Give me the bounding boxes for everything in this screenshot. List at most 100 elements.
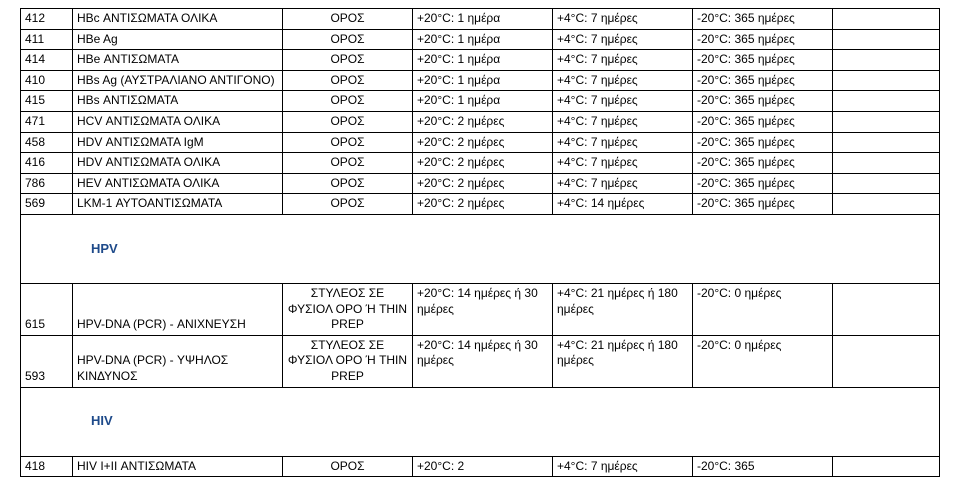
section-title-hiv: HIV [21, 407, 940, 436]
table-row: 569LKM-1 ΑΥΤΟΑΝΤΙΣΩΜΑΤΑΟΡΟΣ+20°C: 2 ημέρ… [21, 194, 940, 215]
cell-specimen: ΟΡΟΣ [283, 456, 413, 477]
cell-specimen: ΟΡΟΣ [283, 111, 413, 132]
cell-code: 569 [21, 194, 73, 215]
cell-c4: +20°C: 2 [413, 456, 553, 477]
cell-c5: +4°C: 7 ημέρες [553, 29, 693, 50]
cell-name: HBs Ag (ΑΥΣΤΡΑΛΙΑΝΟ ΑΝΤΙΓΟΝΟ) [73, 70, 283, 91]
cell-specimen: ΟΡΟΣ [283, 29, 413, 50]
section-spacer [21, 214, 940, 234]
table-row: 593HPV-DNA (PCR) - ΥΨΗΛΟΣ ΚΙΝΔΥΝΟΣΣΤΥΛΕΟ… [21, 335, 940, 387]
cell-code: 458 [21, 132, 73, 153]
cell-c4: +20°C: 1 ημέρα [413, 9, 553, 30]
cell-name: HIV I+II ΑΝΤΙΣΩΜΑΤΑ [73, 456, 283, 477]
cell-name: HDV ΑΝΤΙΣΩΜΑΤΑ IgM [73, 132, 283, 153]
cell-code: 615 [21, 284, 73, 336]
cell-c4: +20°C: 2 ημέρες [413, 153, 553, 174]
table-row: 471HCV ΑΝΤΙΣΩΜΑΤΑ ΟΛΙΚΑΟΡΟΣ+20°C: 2 ημέρ… [21, 111, 940, 132]
cell-c5: +4°C: 7 ημέρες [553, 173, 693, 194]
section-spacer [21, 263, 940, 283]
table-row: 786HEV ΑΝΤΙΣΩΜΑΤΑ ΟΛΙΚΑΟΡΟΣ+20°C: 2 ημέρ… [21, 173, 940, 194]
cell-name: HPV-DNA (PCR) - ΑΝΙΧΝΕΥΣΗ [73, 284, 283, 336]
cell-empty [833, 91, 940, 112]
cell-specimen: ΟΡΟΣ [283, 132, 413, 153]
cell-c4: +20°C: 2 ημέρες [413, 132, 553, 153]
lab-tests-table: 412HBc ΑΝΤΙΣΩΜΑΤΑ ΟΛΙΚΑΟΡΟΣ+20°C: 1 ημέρ… [20, 8, 940, 477]
cell-empty [833, 194, 940, 215]
table-row: 615HPV-DNA (PCR) - ΑΝΙΧΝΕΥΣΗΣΤΥΛΕΟΣ ΣΕ Φ… [21, 284, 940, 336]
cell-c4: +20°C: 14 ημέρες ή 30 ημέρες [413, 335, 553, 387]
cell-c5: +4°C: 21 ημέρες ή 180 ημέρες [553, 284, 693, 336]
cell-c5: +4°C: 7 ημέρες [553, 50, 693, 71]
cell-specimen: ΟΡΟΣ [283, 194, 413, 215]
cell-c6: -20°C: 365 ημέρες [693, 153, 833, 174]
cell-c6: -20°C: 365 ημέρες [693, 91, 833, 112]
cell-c6: -20°C: 365 ημέρες [693, 50, 833, 71]
cell-c4: +20°C: 14 ημέρες ή 30 ημέρες [413, 284, 553, 336]
cell-c6: -20°C: 365 ημέρες [693, 29, 833, 50]
cell-name: HBc ΑΝΤΙΣΩΜΑΤΑ ΟΛΙΚΑ [73, 9, 283, 30]
table-row: 415HBs ΑΝΤΙΣΩΜΑΤΑΟΡΟΣ+20°C: 1 ημέρα+4°C:… [21, 91, 940, 112]
table-row: 418HIV I+II ΑΝΤΙΣΩΜΑΤΑΟΡΟΣ+20°C: 2+4°C: … [21, 456, 940, 477]
cell-c6: -20°C: 365 [693, 456, 833, 477]
cell-empty [833, 153, 940, 174]
cell-code: 593 [21, 335, 73, 387]
table-row: 458HDV ΑΝΤΙΣΩΜΑΤΑ IgMΟΡΟΣ+20°C: 2 ημέρες… [21, 132, 940, 153]
cell-c6: -20°C: 365 ημέρες [693, 194, 833, 215]
cell-c4: +20°C: 1 ημέρα [413, 91, 553, 112]
section-spacer [21, 436, 940, 456]
cell-code: 410 [21, 70, 73, 91]
cell-name: LKM-1 ΑΥΤΟΑΝΤΙΣΩΜΑΤΑ [73, 194, 283, 215]
cell-c5: +4°C: 7 ημέρες [553, 132, 693, 153]
cell-c5: +4°C: 7 ημέρες [553, 111, 693, 132]
cell-specimen: ΟΡΟΣ [283, 50, 413, 71]
table-row: 412HBc ΑΝΤΙΣΩΜΑΤΑ ΟΛΙΚΑΟΡΟΣ+20°C: 1 ημέρ… [21, 9, 940, 30]
cell-code: 416 [21, 153, 73, 174]
cell-specimen: ΟΡΟΣ [283, 91, 413, 112]
cell-code: 418 [21, 456, 73, 477]
cell-empty [833, 284, 940, 336]
cell-c5: +4°C: 21 ημέρες ή 180 ημέρες [553, 335, 693, 387]
cell-empty [833, 50, 940, 71]
cell-c4: +20°C: 1 ημέρα [413, 70, 553, 91]
section-spacer [21, 387, 940, 407]
cell-c5: +4°C: 7 ημέρες [553, 9, 693, 30]
cell-name: HPV-DNA (PCR) - ΥΨΗΛΟΣ ΚΙΝΔΥΝΟΣ [73, 335, 283, 387]
cell-specimen: ΟΡΟΣ [283, 153, 413, 174]
cell-specimen: ΟΡΟΣ [283, 9, 413, 30]
cell-c6: -20°C: 365 ημέρες [693, 70, 833, 91]
cell-empty [833, 111, 940, 132]
cell-c4: +20°C: 1 ημέρα [413, 29, 553, 50]
cell-specimen: ΣΤΥΛΕΟΣ ΣΕ ΦΥΣΙΟΛ ΟΡΟ Ή THIN PREP [283, 284, 413, 336]
table-row: 410HBs Ag (ΑΥΣΤΡΑΛΙΑΝΟ ΑΝΤΙΓΟΝΟ)ΟΡΟΣ+20°… [21, 70, 940, 91]
cell-empty [833, 335, 940, 387]
cell-c5: +4°C: 7 ημέρες [553, 70, 693, 91]
cell-empty [833, 173, 940, 194]
cell-c6: -20°C: 0 ημέρες [693, 284, 833, 336]
cell-c5: +4°C: 7 ημέρες [553, 91, 693, 112]
cell-name: HBs ΑΝΤΙΣΩΜΑΤΑ [73, 91, 283, 112]
cell-c4: +20°C: 2 ημέρες [413, 173, 553, 194]
cell-specimen: ΟΡΟΣ [283, 173, 413, 194]
cell-c5: +4°C: 7 ημέρες [553, 153, 693, 174]
cell-empty [833, 29, 940, 50]
cell-c4: +20°C: 2 ημέρες [413, 111, 553, 132]
cell-c5: +4°C: 14 ημέρες [553, 194, 693, 215]
table-row: 416HDV ΑΝΤΙΣΩΜΑΤΑ ΟΛΙΚΑΟΡΟΣ+20°C: 2 ημέρ… [21, 153, 940, 174]
cell-c6: -20°C: 0 ημέρες [693, 335, 833, 387]
cell-empty [833, 9, 940, 30]
cell-c4: +20°C: 2 ημέρες [413, 194, 553, 215]
cell-specimen: ΟΡΟΣ [283, 70, 413, 91]
cell-code: 415 [21, 91, 73, 112]
cell-name: HBe ΑΝΤΙΣΩΜΑΤΑ [73, 50, 283, 71]
cell-name: HBe Ag [73, 29, 283, 50]
cell-name: HEV ΑΝΤΙΣΩΜΑΤΑ ΟΛΙΚΑ [73, 173, 283, 194]
cell-name: HDV ΑΝΤΙΣΩΜΑΤΑ ΟΛΙΚΑ [73, 153, 283, 174]
cell-code: 786 [21, 173, 73, 194]
section-title-hpv: HPV [21, 235, 940, 264]
cell-code: 414 [21, 50, 73, 71]
cell-c5: +4°C: 7 ημέρες [553, 456, 693, 477]
cell-c6: -20°C: 365 ημέρες [693, 173, 833, 194]
cell-code: 471 [21, 111, 73, 132]
cell-name: HCV ΑΝΤΙΣΩΜΑΤΑ ΟΛΙΚΑ [73, 111, 283, 132]
cell-c6: -20°C: 365 ημέρες [693, 111, 833, 132]
